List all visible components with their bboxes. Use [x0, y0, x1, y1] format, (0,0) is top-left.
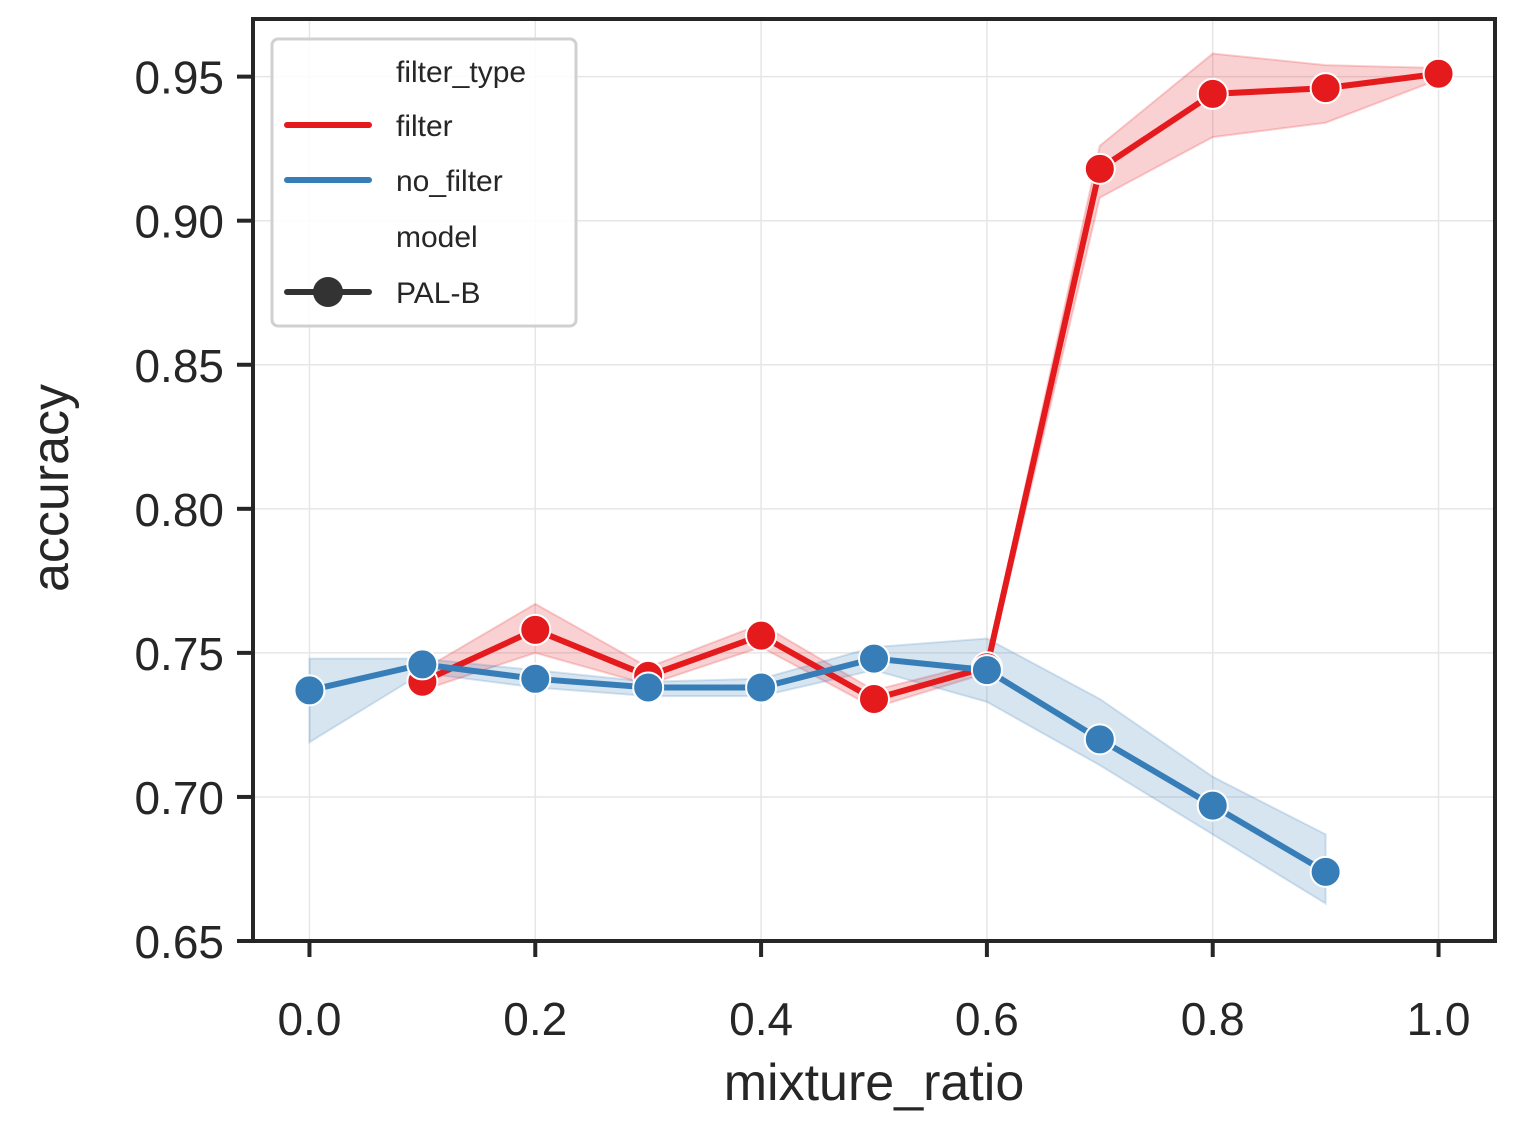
x-axis-ticks: 0.0 0.2 0.4 0.6 0.8 1.0 [277, 941, 1471, 1045]
legend-label-filter: filter [396, 110, 453, 143]
y-tick-label: 0.70 [134, 772, 224, 824]
plot-frame [251, 17, 1497, 943]
point-filter [519, 613, 552, 646]
ci-band-no-filter [308, 637, 1327, 906]
legend-label-pal-b: PAL-B [396, 277, 480, 310]
point-no-filter [632, 671, 665, 704]
x-tick-label: 1.0 [1407, 993, 1471, 1045]
y-tick-label: 0.85 [134, 340, 224, 392]
point-filter [1309, 72, 1342, 105]
point-filter [1422, 57, 1455, 90]
series-line-no-filter [306, 655, 1329, 875]
series-markers [293, 57, 1455, 888]
y-axis-label: accuracy [22, 384, 80, 592]
legend-marker-pal-b [313, 277, 343, 307]
series-line-filter [419, 70, 1442, 702]
y-tick-label: 0.95 [134, 52, 224, 104]
y-axis-ticks: 0.65 0.70 0.75 0.80 0.85 0.90 0.95 [134, 52, 253, 968]
y-tick-label: 0.65 [134, 916, 224, 968]
x-tick-label: 0.2 [503, 993, 567, 1045]
series-lines [306, 70, 1442, 875]
point-filter [858, 682, 890, 715]
y-tick-label: 0.90 [134, 196, 224, 248]
x-axis-label: mixture_ratio [724, 1054, 1025, 1112]
legend-label-no-filter: no_filter [396, 165, 503, 198]
legend: filter_type filter no_filter model PAL-B [270, 37, 578, 328]
point-no-filter [406, 648, 439, 681]
point-no-filter [1083, 723, 1116, 756]
point-filter [745, 619, 778, 652]
y-tick-label: 0.75 [134, 628, 224, 680]
legend-box [270, 37, 578, 328]
legend-style-title: model [396, 221, 478, 254]
legend-hue-title: filter_type [396, 56, 526, 89]
point-no-filter [293, 674, 326, 707]
point-filter [1083, 152, 1116, 185]
x-tick-label: 0.4 [729, 993, 793, 1045]
point-no-filter [1309, 855, 1342, 888]
x-tick-label: 0.8 [1181, 993, 1245, 1045]
point-filter [1196, 77, 1229, 110]
y-tick-label: 0.80 [134, 484, 224, 536]
point-no-filter [519, 662, 552, 695]
point-no-filter [1196, 789, 1229, 822]
point-no-filter [745, 671, 778, 704]
point-no-filter [858, 642, 890, 675]
x-tick-label: 0.6 [955, 993, 1019, 1045]
x-tick-label: 0.0 [277, 993, 341, 1045]
point-no-filter [970, 654, 1003, 687]
